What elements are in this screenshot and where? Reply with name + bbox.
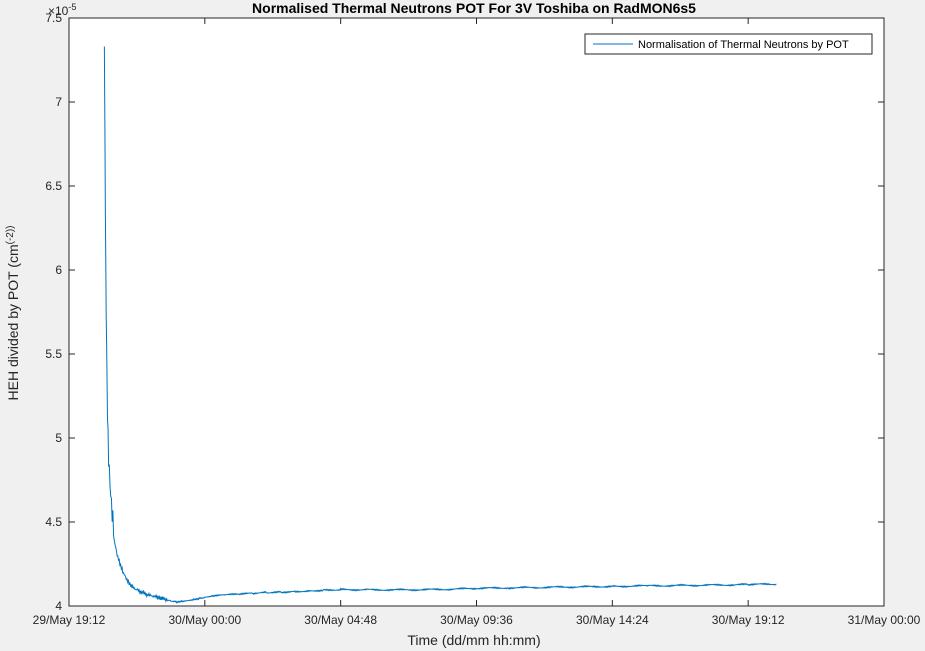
x-tick-label: 30/May 09:36 bbox=[440, 613, 513, 627]
x-axis-label: Time (dd/mm hh:mm) bbox=[407, 632, 540, 648]
x-tick-label: 30/May 14:24 bbox=[576, 613, 649, 627]
legend: Normalisation of Thermal Neutrons by POT bbox=[584, 33, 873, 55]
series-layer bbox=[103, 46, 777, 604]
legend-entry: Normalisation of Thermal Neutrons by POT bbox=[638, 39, 849, 51]
x-tick-label: 30/May 00:00 bbox=[168, 613, 241, 627]
y-exponent: ×10-5 bbox=[48, 2, 76, 18]
y-axis-label: HEH divided by POT (cm(-2)) bbox=[5, 225, 21, 400]
series-line bbox=[103, 46, 777, 604]
legend-box bbox=[584, 33, 873, 55]
y-tick-label: 5.5 bbox=[45, 347, 62, 361]
x-axis: 29/May 19:12 30/May 00:00 30/May 04:48 30/M… bbox=[33, 18, 921, 627]
y-tick-label: 6 bbox=[55, 263, 62, 277]
x-tick-label: 29/May 19:12 bbox=[33, 613, 106, 627]
y-tick-label: 4.5 bbox=[45, 515, 62, 529]
x-tick-label: 30/May 04:48 bbox=[304, 613, 377, 627]
y-tick-label: 6.5 bbox=[45, 179, 62, 193]
y-tick-label: 7 bbox=[55, 95, 62, 109]
y-tick-label: 5 bbox=[55, 431, 62, 445]
chart-title: Normalised Thermal Neutrons POT For 3V T… bbox=[252, 0, 696, 16]
x-tick-label: 31/May 00:00 bbox=[848, 613, 921, 627]
y-tick-label: 4 bbox=[55, 599, 62, 613]
x-tick-label: 30/May 19:12 bbox=[712, 613, 785, 627]
y-tick-label: 7.5 bbox=[45, 11, 62, 25]
plot-area bbox=[69, 18, 884, 606]
y-axis: 4 4.5 5 5.5 6 6.5 7 7.5 bbox=[45, 11, 884, 613]
